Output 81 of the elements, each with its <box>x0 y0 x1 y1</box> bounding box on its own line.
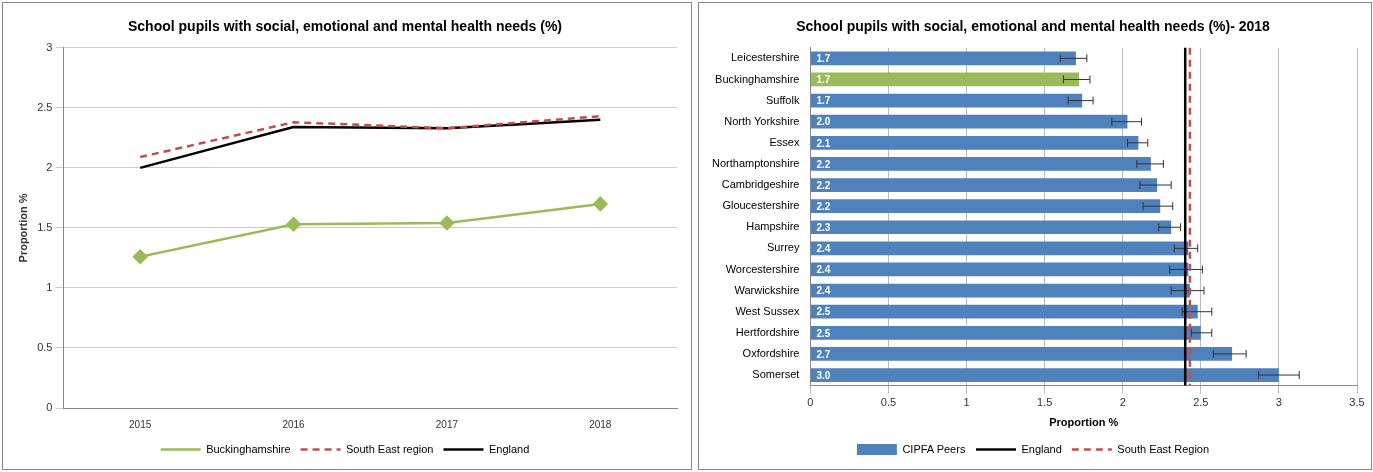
bar <box>810 114 1128 129</box>
data-label: 1.7 <box>816 53 831 65</box>
point <box>132 249 148 264</box>
y-tick-label: Gloucestershire <box>722 199 800 212</box>
y-tick-label: Worcestershire <box>725 262 800 275</box>
x-tick-label: 3.5 <box>1349 396 1365 409</box>
x-tick-label: 2016 <box>282 418 306 430</box>
bar <box>810 157 1151 171</box>
data-label: 1.7 <box>816 74 831 86</box>
data-label: 3.0 <box>816 369 831 381</box>
bar <box>810 241 1189 256</box>
data-label: 2.2 <box>816 158 831 170</box>
x-tick-label: 1.5 <box>1037 396 1053 409</box>
data-label: 2.4 <box>816 243 831 255</box>
x-tick-label: 2018 <box>589 418 612 430</box>
bar <box>810 220 1172 235</box>
y-tick-label: Northamptonshire <box>711 156 800 169</box>
chart-title: School pupils with social, emotional and mental health needs (%)- 2018 <box>796 18 1271 35</box>
y-tick-label: 0.5 <box>37 341 53 353</box>
x-tick-label: 2.5 <box>1193 396 1209 409</box>
data-label: 2.0 <box>816 116 831 128</box>
x-tick-label: 0 <box>807 396 814 409</box>
legend-label: England <box>488 442 530 455</box>
data-label: 2.3 <box>816 222 831 234</box>
data-label: 2.7 <box>816 348 831 360</box>
y-tick-label: Suffolk <box>765 93 800 106</box>
x-tick-label: 2017 <box>435 418 459 430</box>
point <box>286 217 301 232</box>
y-tick-label: Surrey <box>767 241 800 254</box>
bar <box>810 262 1189 277</box>
chart-title: School pupils with social, emotional and mental health needs (%) <box>127 18 563 35</box>
bar <box>810 135 1139 150</box>
bar <box>810 325 1201 340</box>
line-series <box>138 114 602 159</box>
y-tick-label: 2 <box>46 160 53 173</box>
bar <box>810 51 1076 66</box>
y-tick-label: Oxfordshire <box>742 346 800 359</box>
bar <box>810 178 1158 192</box>
x-tick-label: 2 <box>1119 396 1126 409</box>
data-label: 2.5 <box>816 306 831 318</box>
bar <box>810 93 1083 108</box>
y-tick-label: Warwickshire <box>734 283 800 296</box>
legend-label: England <box>1021 442 1062 455</box>
y-tick-label: 2.5 <box>37 100 53 113</box>
legend-label: CIPFA Peers <box>902 442 966 455</box>
data-label: 2.1 <box>816 137 831 149</box>
data-label: 2.5 <box>816 327 831 339</box>
data-label: 2.4 <box>816 264 831 276</box>
legend-label: Buckinghamshire <box>206 442 291 455</box>
bar <box>810 347 1233 361</box>
bar <box>810 283 1190 298</box>
y-tick-label: Somerset <box>752 368 800 381</box>
data-label: 2.2 <box>816 179 831 191</box>
y-tick-label: Hertfordshire <box>735 325 800 338</box>
x-tick-label: 1 <box>963 396 970 409</box>
x-tick-label: 2015 <box>129 418 152 430</box>
y-tick-label: Cambridgeshire <box>721 178 800 191</box>
data-label: 2.4 <box>816 285 831 297</box>
y-tick-label: 1.5 <box>37 220 53 233</box>
bar <box>810 368 1279 382</box>
y-tick-label: Leicestershire <box>730 51 800 64</box>
x-axis-title: Proportion % <box>1049 416 1119 429</box>
x-tick-label: 3 <box>1275 396 1282 409</box>
bar <box>810 199 1161 214</box>
y-tick-label: 3 <box>46 40 53 53</box>
bar <box>810 304 1198 319</box>
y-tick-label: Essex <box>769 135 800 148</box>
data-label: 1.7 <box>816 95 831 107</box>
y-axis-title: Proportion % <box>16 193 29 263</box>
bar <box>810 72 1080 87</box>
point <box>593 196 608 212</box>
y-tick-label: Buckinghamshire <box>715 72 800 85</box>
data-label: 2.2 <box>816 200 831 212</box>
x-tick-label: 0.5 <box>880 396 897 409</box>
legend-label: South East Region <box>1117 442 1210 455</box>
y-tick-label: North Yorkshire <box>724 114 800 127</box>
y-tick-label: 1 <box>46 280 53 293</box>
y-tick-label: West Sussex <box>735 304 800 317</box>
y-tick-label: Hampshire <box>746 220 800 233</box>
legend-label: South East region <box>346 442 434 455</box>
point <box>439 215 455 231</box>
